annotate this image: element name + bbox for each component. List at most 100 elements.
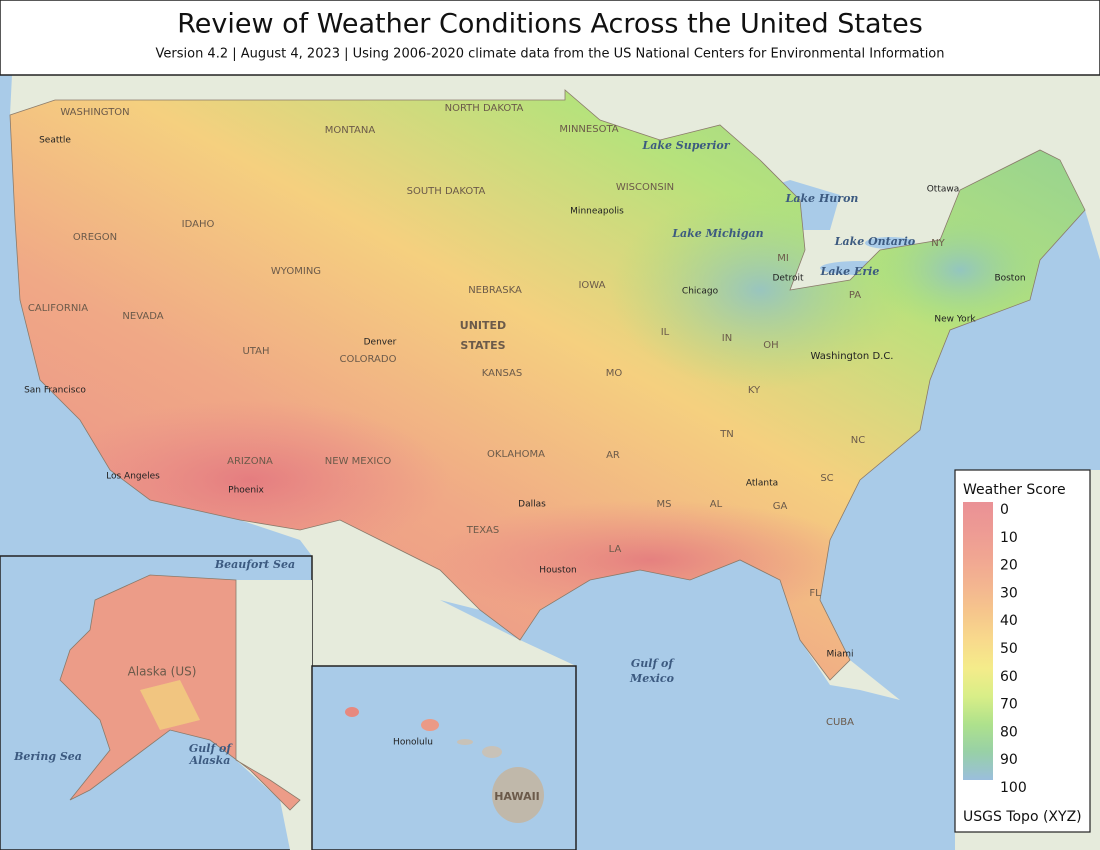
state-label: LA xyxy=(609,544,622,555)
city-label: Los Angeles xyxy=(106,472,160,482)
state-label: OH xyxy=(763,340,778,351)
legend-tick-label: 10 xyxy=(1000,530,1018,546)
state-label: FL xyxy=(809,588,821,599)
state-label: IDAHO xyxy=(182,219,215,230)
title: Review of Weather Conditions Across the … xyxy=(177,9,923,40)
city-label: Houston xyxy=(539,566,576,576)
legend-tick-label: 40 xyxy=(1000,613,1018,629)
city-label: Detroit xyxy=(772,274,804,284)
water-label: Lake Superior xyxy=(641,139,730,152)
city-label: Seattle xyxy=(39,136,71,146)
water-label: Gulf of xyxy=(631,657,675,670)
legend-tick-label: 90 xyxy=(1000,752,1018,768)
state-label: SC xyxy=(820,473,833,484)
legend-tick-label: 60 xyxy=(1000,669,1018,685)
state-label: MONTANA xyxy=(325,125,376,136)
city-label: Washington D.C. xyxy=(811,351,894,362)
state-label: WASHINGTON xyxy=(60,107,129,118)
city-label: Honolulu xyxy=(393,738,433,748)
legend-tick-label: 30 xyxy=(1000,585,1018,601)
state-label: OREGON xyxy=(73,232,117,243)
state-label: NORTH DAKOTA xyxy=(445,103,524,114)
state-label: OKLAHOMA xyxy=(487,449,545,460)
city-label: San Francisco xyxy=(24,386,86,396)
legend-tick-label: 0 xyxy=(1000,502,1009,518)
state-label: SOUTH DAKOTA xyxy=(407,186,486,197)
country-label: UNITED xyxy=(460,319,506,332)
water-label: Lake Ontario xyxy=(834,235,915,248)
state-label: UTAH xyxy=(242,346,269,357)
state-label: TN xyxy=(719,429,734,440)
state-label: AR xyxy=(606,450,620,461)
state-label: WYOMING xyxy=(271,266,321,277)
state-label: MS xyxy=(657,499,672,510)
city-label: Atlanta xyxy=(746,479,778,489)
ocean xyxy=(440,560,955,850)
water-label: Lake Erie xyxy=(820,265,880,278)
state-label: NY xyxy=(931,238,945,249)
city-label: New York xyxy=(934,315,976,325)
subtitle: Version 4.2 | August 4, 2023 | Using 200… xyxy=(156,47,945,62)
city-label: Denver xyxy=(364,338,397,348)
labels: WASHINGTON Seattle OREGON CALIFORNIA NEV… xyxy=(13,103,1025,803)
state-label: MO xyxy=(606,368,623,379)
water-label: Gulf of xyxy=(189,742,233,755)
city-label: Phoenix xyxy=(228,486,264,496)
state-label: MI xyxy=(777,253,789,264)
water-label: Beaufort Sea xyxy=(214,558,295,571)
attribution: USGS Topo (XYZ) xyxy=(963,809,1082,825)
state-label: TEXAS xyxy=(466,525,499,536)
state-label: IL xyxy=(661,327,670,338)
island xyxy=(492,767,544,823)
city-label: Boston xyxy=(994,274,1025,284)
island xyxy=(482,746,502,758)
city-label: Ottawa xyxy=(927,185,960,195)
water-label: Bering Sea xyxy=(13,750,82,763)
us-border xyxy=(9,89,1086,681)
state-label: WISCONSIN xyxy=(616,182,674,193)
state-label: CALIFORNIA xyxy=(28,303,88,314)
state-label: AL xyxy=(710,499,723,510)
island xyxy=(345,707,359,717)
water-label: Lake Huron xyxy=(785,192,859,205)
state-label: GA xyxy=(773,501,788,512)
header xyxy=(0,0,1100,76)
state-label: KY xyxy=(748,385,761,396)
country-label: CUBA xyxy=(826,717,854,728)
legend-tick-label: 20 xyxy=(1000,558,1018,574)
state-label: NEW MEXICO xyxy=(325,456,392,467)
country-label: STATES xyxy=(460,339,505,352)
legend-ramp xyxy=(963,502,993,780)
land xyxy=(236,580,312,850)
state-label: NEBRASKA xyxy=(468,285,522,296)
city-label: Dallas xyxy=(518,500,546,510)
state-label: IN xyxy=(722,333,732,344)
state-label: COLORADO xyxy=(340,354,397,365)
water-label: Lake Michigan xyxy=(671,227,763,240)
water-label: Mexico xyxy=(629,672,674,685)
state-label: KANSAS xyxy=(482,368,522,379)
legend-tick-label: 70 xyxy=(1000,697,1018,713)
legend-tick-label: 80 xyxy=(1000,724,1018,740)
city-label: Chicago xyxy=(682,287,719,297)
city-label: Miami xyxy=(826,650,853,660)
state-label: ARIZONA xyxy=(227,456,273,467)
state-label: IOWA xyxy=(578,280,605,291)
island xyxy=(457,739,473,745)
ocean xyxy=(820,210,1100,700)
legend: Weather Score USGS Topo (XYZ) 0 10 20 30 40 5… xyxy=(954,469,1091,833)
water-label: Alaska xyxy=(189,754,231,767)
state-label: NEVADA xyxy=(122,311,163,322)
score-area xyxy=(140,680,200,730)
legend-title: Weather Score xyxy=(963,482,1066,498)
legend-tick-label: 50 xyxy=(1000,641,1018,657)
state-label: PA xyxy=(849,290,861,301)
city-label: Minneapolis xyxy=(570,207,624,217)
island xyxy=(421,719,439,731)
hawaii-inset xyxy=(311,665,577,850)
state-label: MINNESOTA xyxy=(559,124,618,135)
legend-tick-label: 100 xyxy=(1000,780,1027,796)
region-label: Alaska (US) xyxy=(128,665,197,679)
